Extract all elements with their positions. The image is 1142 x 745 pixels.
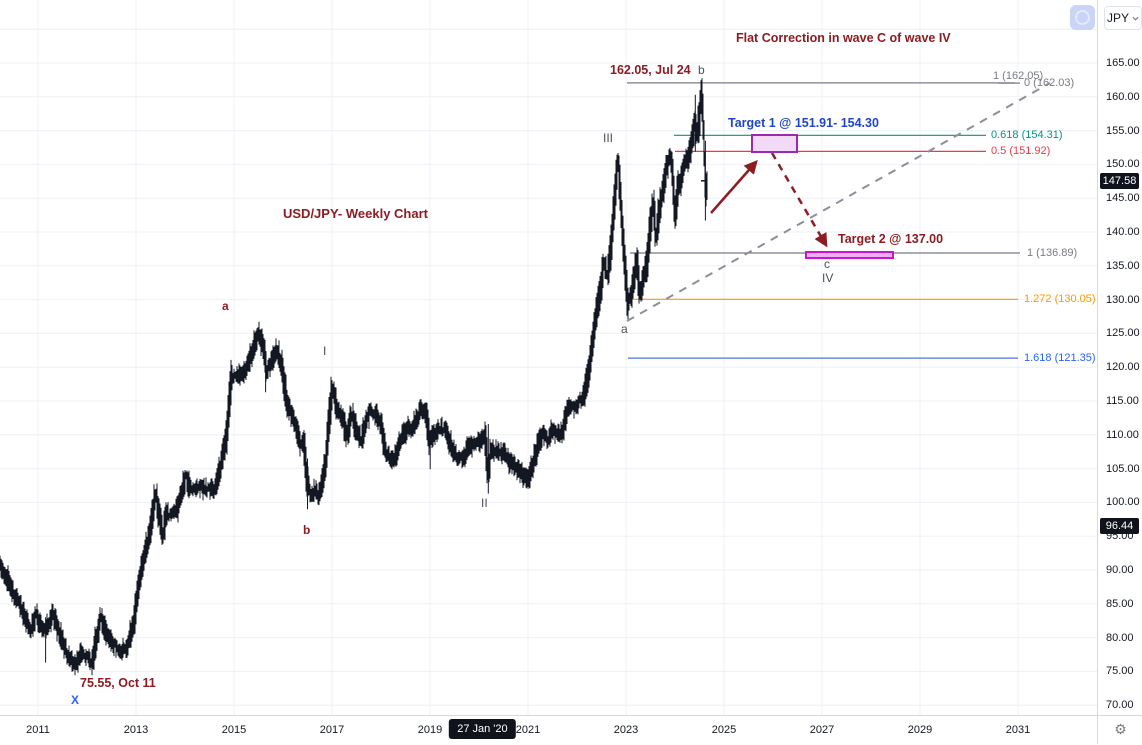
- price-tick: 135.00: [1106, 259, 1140, 272]
- target2-bar[interactable]: [805, 251, 894, 259]
- symbol-currency-label: JPY: [1106, 11, 1129, 25]
- price-tick: 130.00: [1106, 293, 1140, 306]
- price-tick: 95.00: [1106, 530, 1134, 543]
- time-tick: 2019: [417, 724, 443, 736]
- time-tick: 2013: [123, 724, 149, 736]
- price-spikes: [45, 94, 706, 663]
- highlighted-date-badge: 27 Jan '20: [449, 719, 516, 739]
- time-tick: 2015: [221, 724, 247, 736]
- time-tick: 2021: [515, 724, 541, 736]
- price-tick: 110.00: [1106, 428, 1139, 441]
- price-tick: 100.00: [1106, 496, 1140, 509]
- current-price-badge: 147.58: [1100, 172, 1139, 189]
- time-tick: 2027: [809, 724, 835, 736]
- time-tick: 2025: [711, 724, 737, 736]
- price-tick: 105.00: [1106, 462, 1140, 475]
- time-axis[interactable]: 27 Jan '20 2011 2013 2015 2017 2019 2021 2023 2…: [0, 715, 1142, 745]
- price-tick: 75.00: [1106, 665, 1134, 678]
- chart-canvas[interactable]: Flat Correction in wave C of wave IV USD/…: [0, 0, 1097, 715]
- time-tick: 2031: [1005, 724, 1031, 736]
- price-tick: 155.00: [1106, 124, 1140, 137]
- price-tick: 125.00: [1106, 327, 1140, 340]
- secondary-price-badge: 96.44: [1100, 518, 1139, 535]
- price-tick: 90.00: [1106, 564, 1134, 576]
- price-tick: 145.00: [1106, 192, 1140, 205]
- symbol-currency-button[interactable]: JPY: [1104, 6, 1142, 30]
- chevron-down-icon: [1132, 16, 1139, 21]
- price-tick: 160.00: [1106, 90, 1140, 103]
- time-tick: 2023: [613, 724, 639, 736]
- price-tick: 70.00: [1106, 699, 1134, 712]
- time-tick: 2029: [907, 724, 933, 736]
- price-tick: 115.00: [1106, 395, 1139, 407]
- price-axis[interactable]: 147.58 96.44 165.00 160.00 155.00 150.00 145…: [1097, 0, 1142, 715]
- axis-corner-cell: ⚙: [1097, 715, 1142, 744]
- price-tick: 85.00: [1106, 597, 1134, 610]
- target1-arrow[interactable]: [710, 159, 758, 214]
- time-tick: 2011: [26, 724, 50, 736]
- price-tick: 80.00: [1106, 631, 1134, 644]
- circle-icon: [1075, 10, 1090, 25]
- projection-trendline[interactable]: [626, 82, 1051, 322]
- price-tick: 140.00: [1106, 226, 1140, 238]
- target2-arrow[interactable]: [770, 152, 828, 248]
- time-tick: 2017: [319, 724, 345, 736]
- circle-icon-button[interactable]: [1070, 5, 1095, 30]
- price-bars[interactable]: [0, 78, 708, 676]
- gear-icon[interactable]: ⚙: [1114, 721, 1127, 737]
- price-tick: 150.00: [1106, 158, 1140, 171]
- target1-box[interactable]: [751, 134, 798, 153]
- price-tick: 120.00: [1106, 361, 1140, 374]
- price-tick: 165.00: [1106, 57, 1140, 69]
- price-chart[interactable]: [0, 0, 1097, 715]
